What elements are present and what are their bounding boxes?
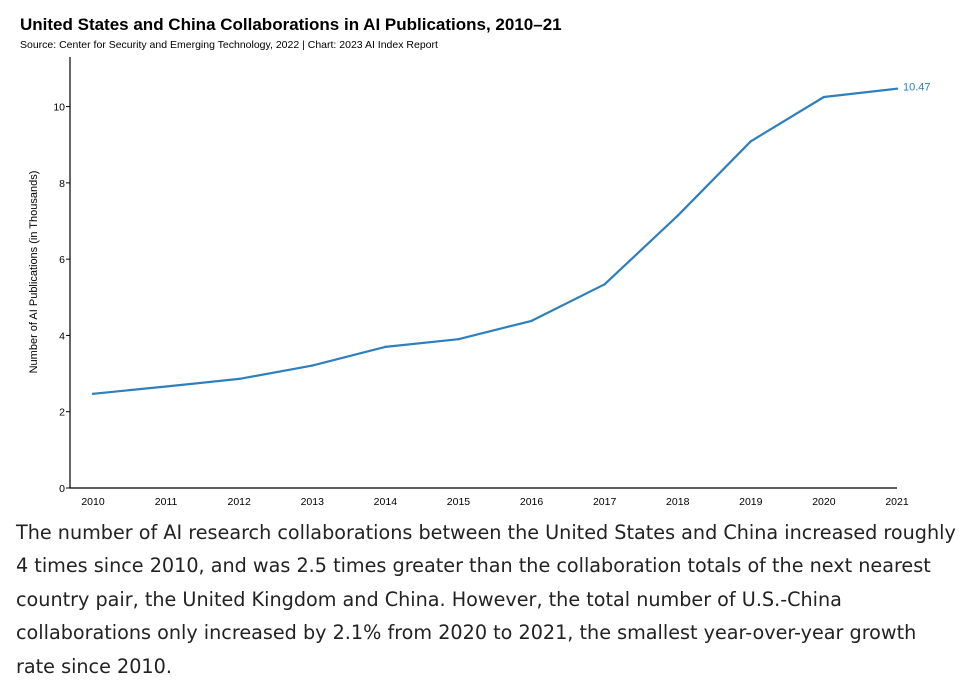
x-tick-label: 2014	[374, 496, 398, 508]
x-tick-label: 2019	[739, 496, 763, 508]
chart-caption: The number of AI research collaborations…	[16, 521, 956, 678]
x-tick-label: 2020	[812, 496, 836, 508]
x-tick-label: 2016	[520, 496, 544, 508]
y-tick-label: 10	[53, 102, 65, 114]
x-tick-label: 2013	[301, 496, 325, 508]
data-point	[311, 364, 314, 367]
x-tick-label: 2021	[885, 496, 909, 508]
data-point	[676, 214, 679, 217]
data-point	[164, 385, 168, 388]
y-tick-label: 2	[59, 407, 65, 419]
line-chart: 0 2 4 6 8 10 2010 2011 2012 2013 2014 2015 2016 2017 2…	[28, 57, 931, 508]
axes	[66, 57, 897, 489]
data-point	[603, 283, 606, 286]
data-point	[895, 87, 899, 90]
y-tick-label: 0	[59, 483, 65, 495]
data-point	[457, 338, 460, 341]
y-tick-label: 8	[59, 178, 65, 190]
data-point	[384, 345, 387, 349]
x-tick-label: 2018	[666, 496, 690, 508]
series-lines	[91, 87, 899, 395]
x-tick-label: 2010	[81, 496, 105, 508]
data-point	[237, 377, 241, 381]
data-point	[91, 392, 95, 395]
y-axis-label: Number of AI Publications (in Thousands)	[28, 171, 40, 374]
data-point	[749, 140, 753, 143]
end-value-label: 10.47	[903, 82, 931, 94]
data-point	[822, 95, 826, 99]
chart-source: Source: Center for Security and Emerging…	[20, 39, 438, 51]
y-tick-label: 6	[59, 254, 65, 266]
x-tick-label: 2011	[155, 496, 178, 508]
series-line	[92, 87, 898, 395]
x-tick-label: 2015	[447, 496, 471, 508]
x-tick-label: 2012	[228, 496, 252, 508]
data-point	[530, 319, 533, 323]
y-tick-label: 4	[59, 330, 65, 342]
chart-title: United States and China Collaborations i…	[20, 15, 562, 34]
x-tick-label: 2017	[593, 496, 617, 508]
tick-labels: 0 2 4 6 8 10 2010 2011 2012 2013 2014 2015 2016 2017 2…	[53, 102, 909, 508]
